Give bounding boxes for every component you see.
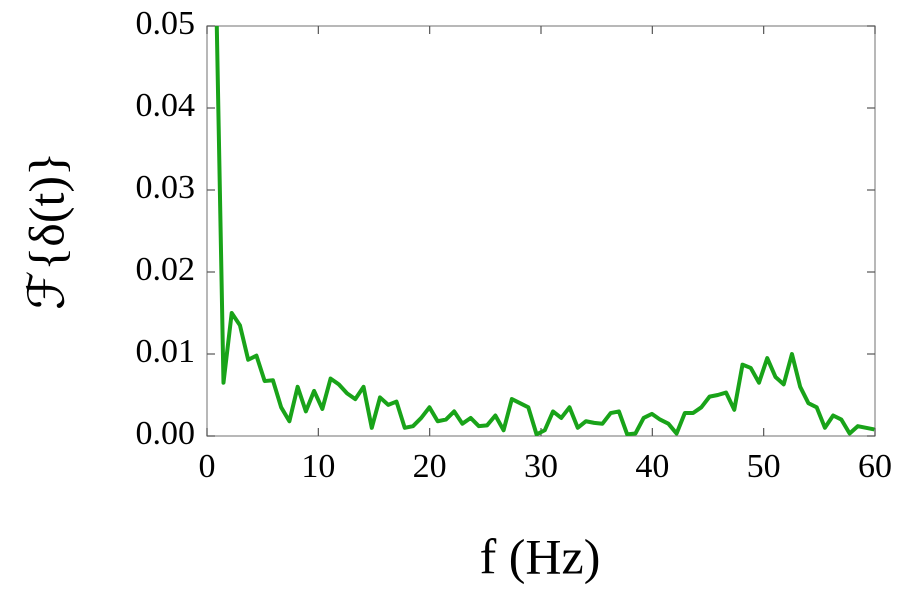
plot-area — [214, 26, 875, 436]
x-tick-label: 20 — [413, 448, 447, 485]
x-tick-label: 0 — [199, 448, 216, 485]
y-tick-label: 0.03 — [136, 169, 196, 206]
y-tick-label: 0.04 — [136, 87, 196, 124]
y-tick-label: 0.00 — [136, 415, 196, 452]
y-tick-label: 0.02 — [136, 251, 196, 288]
y-tick-label: 0.05 — [136, 5, 196, 42]
data-line — [214, 26, 875, 436]
y-axis-label: ℱ{δ(t)} — [18, 152, 74, 310]
x-tick-label: 10 — [301, 448, 335, 485]
x-tick-label: 30 — [524, 448, 558, 485]
x-axis-label: f (Hz) — [480, 528, 601, 584]
x-tick-label: 50 — [747, 448, 781, 485]
x-tick-label: 40 — [635, 448, 669, 485]
x-tick-label: 60 — [858, 448, 892, 485]
y-tick-label: 0.01 — [136, 333, 196, 370]
